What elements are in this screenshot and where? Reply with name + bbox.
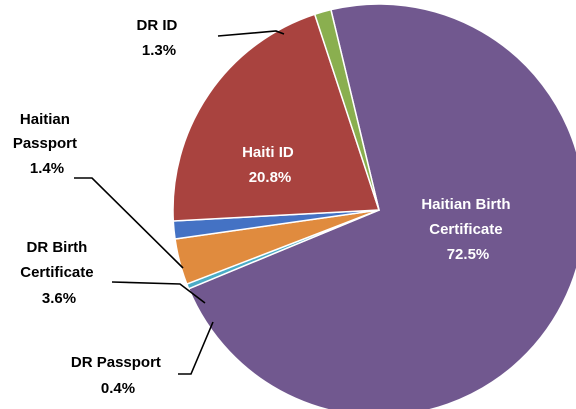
label-dr-birth-certificate: DR Birth Certificate 3.6%: [20, 239, 98, 307]
label-dr-id: DR ID 1.3%: [136, 17, 181, 59]
label-haiti-id: Haiti ID 20.8%: [242, 144, 298, 186]
label-haitian-birth-certificate: Haitian Birth Certificate 72.5%: [421, 196, 514, 263]
leader-line-haitian-passport: [74, 177, 184, 269]
label-dr-birth-certificate-line1: DR Birth: [27, 239, 88, 256]
pie-slice-haiti-id: [172, 13, 381, 222]
leader-line-dr-id: [217, 30, 285, 37]
leader-lines: [74, 30, 285, 375]
data-labels: DR ID 1.3% Haitian Passport 1.4% DR Birt…: [13, 17, 514, 397]
label-haitian-passport-line1: Haitian: [20, 111, 70, 128]
leader-line-dr-passport: [178, 321, 214, 375]
label-haitian-passport-line2: Passport: [13, 135, 77, 152]
pie-slice-dr-id: [313, 8, 380, 211]
pie-slice-haitian-birth-certificate: [187, 3, 576, 409]
label-haitian-birth-certificate-line1: Haitian Birth: [421, 196, 510, 213]
label-dr-passport: DR Passport 0.4%: [71, 354, 165, 397]
pie-slices: [172, 3, 576, 409]
label-dr-birth-certificate-line2: Certificate: [20, 264, 93, 281]
label-haitian-passport: Haitian Passport 1.4%: [13, 111, 81, 177]
leader-line-dr-birth-certificate: [111, 281, 206, 304]
label-haitian-birth-certificate-line2: Certificate: [429, 221, 502, 238]
